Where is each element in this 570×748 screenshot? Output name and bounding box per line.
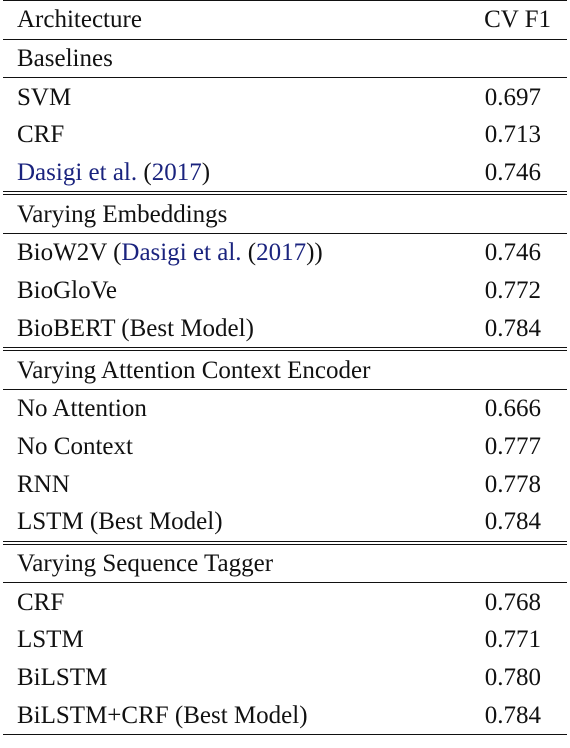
table-row: LSTM (Best Model) 0.784 bbox=[3, 503, 567, 541]
table-row: CRF 0.713 bbox=[3, 116, 567, 154]
section-title: Varying Attention Context Encoder bbox=[17, 356, 371, 384]
table-row: No Context 0.777 bbox=[3, 428, 567, 466]
citation-link[interactable]: Dasigi et al. bbox=[17, 159, 138, 187]
row-architecture: BioW2V (Dasigi et al. (2017)) bbox=[17, 239, 323, 267]
row-cv-f1: 0.777 bbox=[484, 432, 541, 460]
row-cv-f1: 0.772 bbox=[484, 277, 541, 305]
row-architecture: BioGloVe bbox=[17, 277, 117, 305]
row-cv-f1: 0.746 bbox=[484, 239, 541, 267]
section-title-embeddings: Varying Embeddings bbox=[3, 191, 567, 233]
citation-year-link[interactable]: 2017 bbox=[256, 239, 307, 267]
table-row: CRF 0.768 bbox=[3, 582, 567, 621]
row-cv-f1: 0.780 bbox=[484, 664, 541, 692]
section-title-tagger: Varying Sequence Tagger bbox=[3, 540, 567, 583]
table-row: SVM 0.697 bbox=[3, 77, 567, 116]
table-row: Dasigi et al. (2017) 0.746 bbox=[3, 154, 567, 192]
row-cv-f1: 0.746 bbox=[484, 159, 541, 187]
row-cv-f1: 0.768 bbox=[484, 588, 541, 616]
table-row: BiLSTM 0.780 bbox=[3, 659, 567, 697]
row-architecture: BioBERT (Best Model) bbox=[17, 314, 254, 342]
row-cv-f1: 0.778 bbox=[484, 470, 541, 498]
row-architecture: CRF bbox=[17, 588, 65, 616]
row-architecture: No Context bbox=[17, 432, 133, 460]
table-row: BioW2V (Dasigi et al. (2017)) 0.746 bbox=[3, 233, 567, 272]
section-title-attention: Varying Attention Context Encoder bbox=[3, 347, 567, 389]
row-cv-f1: 0.697 bbox=[484, 83, 541, 111]
row-architecture: LSTM bbox=[17, 626, 84, 654]
row-architecture: No Attention bbox=[17, 395, 147, 423]
table-row: LSTM 0.771 bbox=[3, 621, 567, 659]
citation-link[interactable]: Dasigi et al. bbox=[121, 239, 242, 267]
row-architecture: SVM bbox=[17, 83, 72, 111]
table-row: BiLSTM+CRF (Best Model) 0.784 bbox=[3, 696, 567, 736]
results-table: Architecture CV F1 Baselines SVM 0.697 C… bbox=[3, 0, 567, 736]
header-cv-f1: CV F1 bbox=[484, 6, 551, 34]
row-cv-f1: 0.666 bbox=[484, 395, 541, 423]
row-architecture: RNN bbox=[17, 470, 70, 498]
row-cv-f1: 0.771 bbox=[484, 626, 541, 654]
row-architecture-name: BioW2V bbox=[17, 239, 107, 267]
row-architecture: Dasigi et al. (2017) bbox=[17, 159, 211, 187]
section-title: Baselines bbox=[17, 45, 113, 73]
row-cv-f1: 0.784 bbox=[484, 314, 541, 342]
table-row: No Attention 0.666 bbox=[3, 388, 567, 428]
section-title-baselines: Baselines bbox=[3, 38, 567, 78]
table-row: BioBERT (Best Model) 0.784 bbox=[3, 310, 567, 348]
row-architecture: BiLSTM bbox=[17, 664, 108, 692]
section-title: Varying Sequence Tagger bbox=[17, 549, 274, 577]
table-header: Architecture CV F1 bbox=[3, 0, 567, 39]
row-cv-f1: 0.784 bbox=[484, 701, 541, 729]
header-architecture: Architecture bbox=[17, 6, 142, 34]
table-row: BioGloVe 0.772 bbox=[3, 272, 567, 310]
row-architecture: BiLSTM+CRF (Best Model) bbox=[17, 701, 308, 729]
section-title: Varying Embeddings bbox=[17, 200, 228, 228]
row-architecture: LSTM (Best Model) bbox=[17, 508, 223, 536]
citation-year-link[interactable]: 2017 bbox=[151, 159, 202, 187]
table-row: RNN 0.778 bbox=[3, 465, 567, 503]
row-architecture: CRF bbox=[17, 121, 65, 149]
row-cv-f1: 0.784 bbox=[484, 508, 541, 536]
row-cv-f1: 0.713 bbox=[484, 121, 541, 149]
